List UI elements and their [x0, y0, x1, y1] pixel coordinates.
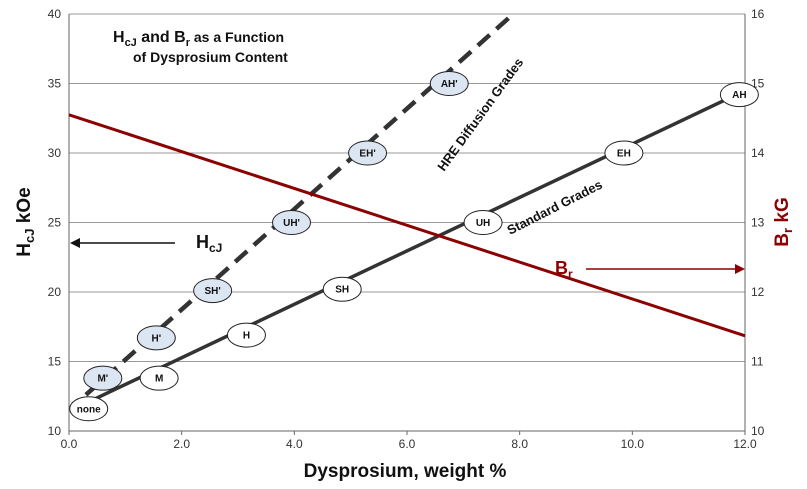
y-left-tick-label: 30 — [48, 146, 62, 160]
x-tick-label: 4.0 — [286, 437, 303, 451]
grade-label: EH' — [359, 149, 375, 160]
x-tick-label: 10.0 — [621, 437, 645, 451]
y-right-tick-label: 16 — [751, 7, 765, 21]
grade-ellipse — [463, 210, 503, 235]
x-ticks: 0.0 2.0 4.0 6.0 8.0 10.0 12.0 — [61, 430, 757, 451]
grade-label: M' — [97, 374, 108, 385]
arrow-left-icon — [70, 238, 80, 248]
br-axis-arrow: Br — [555, 258, 745, 281]
grade-ellipse — [226, 322, 266, 348]
svg-text:Br: Br — [555, 258, 573, 281]
grade-label: SH — [335, 285, 349, 296]
x-axis-title: Dysprosium, weight % — [304, 461, 507, 482]
x-tick-label: 8.0 — [511, 437, 528, 451]
grade-ellipse — [83, 365, 123, 391]
y-right-tick-label: 14 — [751, 146, 765, 160]
grade-label: SH' — [205, 286, 221, 297]
hre-grade-marker: H' — [136, 325, 176, 351]
grade-label: UH' — [283, 218, 300, 229]
grade-ellipse — [348, 140, 388, 166]
standard-grade-marker: AH — [719, 82, 759, 108]
standard-grade-marker: M — [139, 365, 179, 391]
y-right-axis-title: Br kG — [772, 197, 795, 246]
x-tick-label: 0.0 — [61, 437, 78, 451]
hre-grade-marker: EH' — [348, 140, 388, 166]
svg-text:HcJ: HcJ — [196, 232, 222, 255]
hcj-axis-arrow: HcJ — [70, 232, 222, 255]
y-right-tick-label: 10 — [751, 424, 765, 438]
standard-grade-marker: UH — [463, 210, 503, 235]
grade-label: UH — [476, 218, 490, 229]
series-line-standard-grades — [85, 91, 741, 405]
grade-label: H' — [152, 333, 162, 344]
y-left-tick-label: 15 — [48, 355, 62, 369]
hre-grade-marker: UH' — [272, 210, 312, 235]
y-left-tick-label: 35 — [48, 77, 62, 91]
standard-grades-annotation: Standard Grades — [505, 177, 605, 238]
grade-ellipse — [69, 396, 109, 422]
chart-title-line2: of Dysprosium Content — [133, 49, 288, 65]
standard-grade-marker: SH — [322, 276, 362, 302]
standard-grade-marker: EH — [604, 140, 644, 166]
y-left-axis-title: HcJ kOe — [14, 187, 37, 256]
y-left-tick-label: 25 — [48, 216, 62, 230]
grade-ellipse — [139, 365, 179, 391]
hre-grade-marker: SH' — [193, 278, 233, 304]
series-line-b — [68, 113, 746, 338]
grade-ellipse — [193, 278, 233, 304]
grade-ellipse — [719, 82, 759, 108]
y-left-ticks: 10 15 20 25 30 35 40 — [48, 7, 70, 438]
grade-ellipse — [272, 210, 312, 235]
hre-grade-marker: M' — [83, 365, 123, 391]
grade-markers: none M H SH UH EH AH M' H' SH' UH' EH' AH' — [69, 71, 759, 422]
grade-label: EH — [617, 149, 631, 160]
x-tick-label: 2.0 — [173, 437, 190, 451]
grade-ellipse — [604, 140, 644, 166]
y-right-tick-label: 12 — [751, 285, 765, 299]
y-left-tick-label: 20 — [48, 285, 62, 299]
x-tick-label: 6.0 — [399, 437, 416, 451]
chart-title: HcJ and Br as a Function — [113, 29, 284, 49]
arrow-right-icon — [735, 264, 745, 274]
grade-label: M — [155, 374, 163, 385]
grade-ellipse — [429, 71, 469, 96]
y-right-tick-label: 11 — [751, 355, 764, 369]
hre-grade-marker: AH' — [429, 71, 469, 96]
y-left-tick-label: 10 — [48, 424, 62, 438]
y-left-tick-label: 40 — [48, 7, 62, 21]
y-right-tick-label: 13 — [751, 216, 765, 230]
standard-grade-marker: H — [226, 322, 266, 348]
grade-label: none — [77, 404, 101, 415]
x-tick-label: 12.0 — [733, 437, 757, 451]
grade-label: AH' — [441, 79, 458, 90]
grade-ellipse — [136, 325, 176, 351]
grade-ellipse — [322, 276, 362, 302]
grade-label: H — [243, 331, 250, 342]
standard-grade-marker: none — [69, 396, 109, 422]
grade-label: AH — [732, 90, 746, 101]
